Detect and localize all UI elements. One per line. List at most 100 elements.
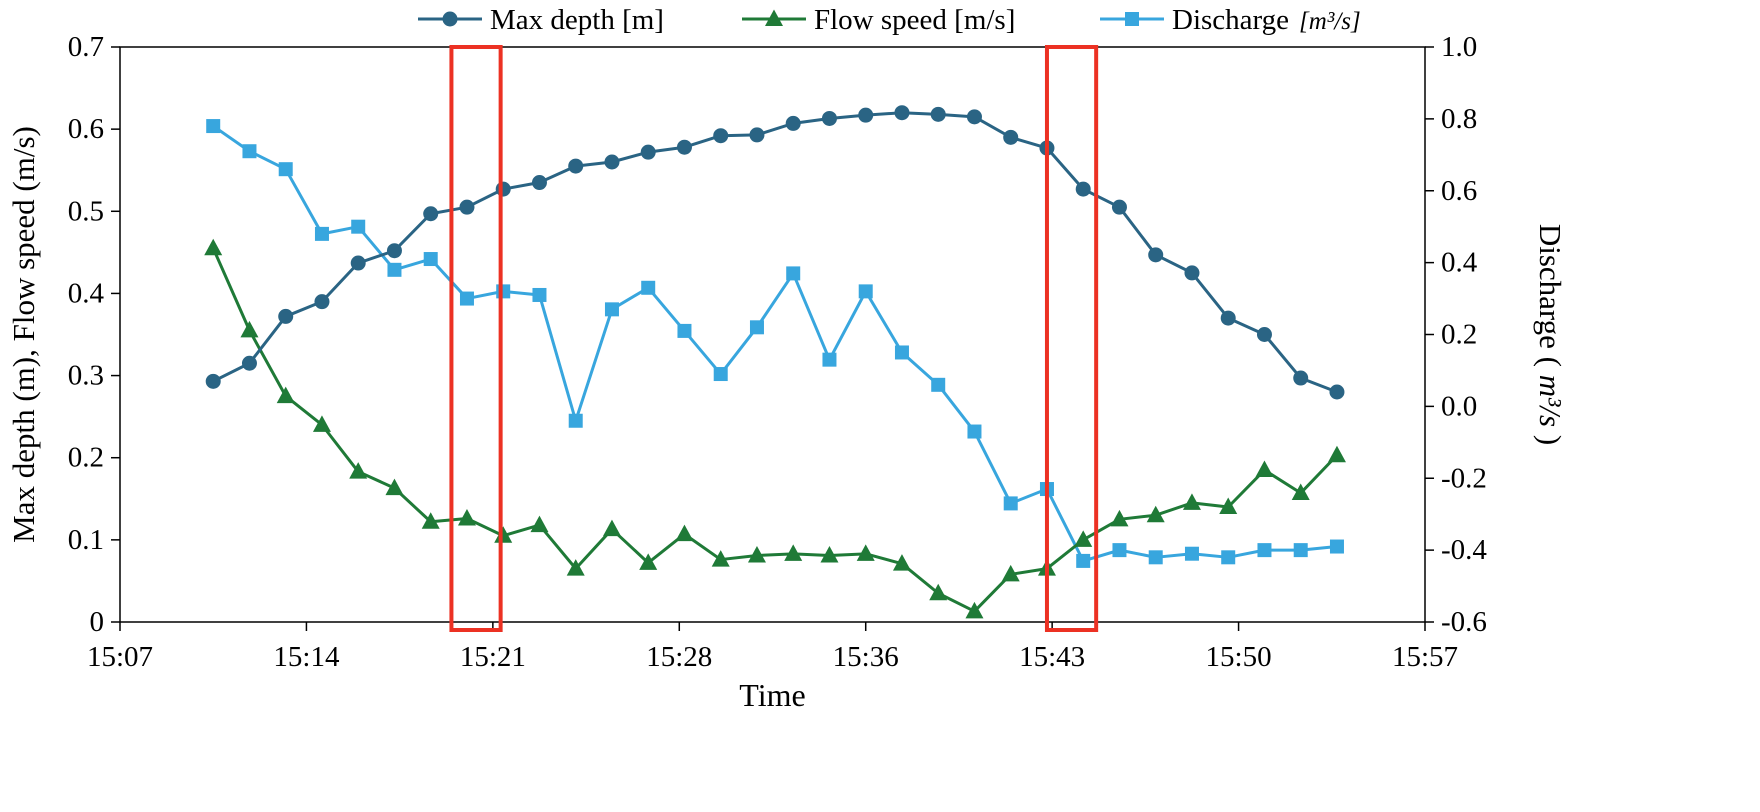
data-point-marker <box>312 415 331 432</box>
data-point-marker <box>568 413 583 428</box>
data-point-marker <box>242 144 257 159</box>
y-left-tick-label: 0.7 <box>68 31 104 63</box>
data-point-marker <box>276 386 295 404</box>
data-point-marker <box>459 199 475 215</box>
y-right-tick-label: -0.2 <box>1441 462 1487 494</box>
y-right-tick-label: -0.6 <box>1441 606 1487 638</box>
data-point-marker <box>421 512 440 529</box>
data-point-marker <box>930 106 946 122</box>
legend-item-triangle: Flow speed [m/s] <box>742 4 1015 36</box>
data-point-marker <box>387 262 402 277</box>
data-point-marker <box>532 287 547 302</box>
data-point-marker <box>1255 460 1274 478</box>
data-point-marker <box>639 553 658 570</box>
data-point-marker <box>1076 553 1091 568</box>
data-point-marker <box>530 515 549 533</box>
data-point-marker <box>1003 496 1018 511</box>
y-left-axis-title: Max depth (m), Flow speed (m/s) <box>6 126 41 543</box>
data-point-marker <box>856 544 875 561</box>
data-point-marker <box>568 158 584 174</box>
y-left-tick-label: 0.2 <box>68 442 104 474</box>
y-right-tick-label: 0.4 <box>1441 247 1478 279</box>
data-point-marker <box>1220 310 1236 326</box>
data-point-marker <box>1327 445 1346 463</box>
data-point-marker <box>892 554 911 571</box>
data-point-marker <box>241 355 257 371</box>
series-max-depth-m <box>205 105 1345 400</box>
legend-label: Flow speed [m/s] <box>814 4 1015 36</box>
data-point-marker <box>713 367 728 382</box>
data-point-marker <box>965 601 984 619</box>
data-point-marker <box>206 119 221 134</box>
series-line <box>212 124 1338 563</box>
legend-item-circle: Max depth [m] <box>418 4 664 36</box>
y-right-axis: 1.0 0.8 0.6 0.4 0.2 0.0 -0.2 -0.4 -0.6 <box>1425 31 1487 638</box>
y-left-tick-label: 0.1 <box>68 524 104 556</box>
highlight-box <box>449 45 503 632</box>
data-point-marker <box>1184 546 1199 561</box>
data-point-marker <box>676 139 692 155</box>
data-point-marker <box>1221 550 1236 565</box>
legend-label: Discharge [m³/s] <box>1172 4 1361 36</box>
data-point-marker <box>1001 564 1020 582</box>
data-point-marker <box>677 323 692 338</box>
data-point-marker <box>1219 497 1238 514</box>
data-point-marker <box>931 377 946 392</box>
data-point-marker <box>1074 530 1093 547</box>
y-left-tick-label: 0.6 <box>68 113 104 145</box>
data-point-marker <box>278 162 293 177</box>
data-point-marker <box>711 550 730 567</box>
x-tick-label: 15:36 <box>833 641 899 673</box>
y-right-tick-label: 0.8 <box>1441 103 1477 135</box>
data-point-marker <box>640 144 656 160</box>
y-left-tick-label: 0.3 <box>68 360 104 392</box>
data-point-marker <box>1148 550 1163 565</box>
x-tick-label: 15:21 <box>460 641 526 673</box>
y-left-tick-label: 0.4 <box>68 277 105 309</box>
data-point-marker <box>786 266 801 281</box>
data-point-marker <box>349 462 368 479</box>
data-point-marker <box>822 352 837 367</box>
data-point-marker <box>1146 505 1165 523</box>
y-right-tick-label: -0.4 <box>1441 534 1487 566</box>
data-point-marker <box>204 238 223 256</box>
data-point-marker <box>747 545 766 563</box>
data-point-marker <box>929 583 948 601</box>
data-point-marker <box>784 544 803 561</box>
data-point-marker <box>1112 543 1127 558</box>
data-point-marker <box>496 284 511 299</box>
data-point-marker <box>966 109 982 125</box>
data-point-marker <box>385 478 404 496</box>
data-point-marker <box>386 243 402 259</box>
legend-item-square: Discharge [m³/s] <box>1100 4 1361 36</box>
data-point-marker <box>1291 483 1310 501</box>
data-point-marker <box>1293 370 1309 386</box>
legend-marker-circle <box>442 11 458 27</box>
y-right-tick-label: 1.0 <box>1441 31 1477 63</box>
legend-label: Max depth [m] <box>490 4 664 36</box>
data-point-marker <box>423 252 438 267</box>
data-point-marker <box>1182 493 1201 510</box>
data-point-marker <box>1148 247 1164 263</box>
data-point-marker <box>350 255 366 271</box>
series-line <box>212 111 1338 394</box>
data-point-marker <box>459 291 474 306</box>
data-point-marker <box>967 424 982 439</box>
data-point-marker <box>749 127 765 143</box>
data-point-marker <box>531 175 547 191</box>
data-point-marker <box>749 320 764 335</box>
data-point-marker <box>314 226 329 241</box>
y-right-axis-title: Discharge ( m³/s ) <box>1533 224 1568 445</box>
y-right-tick-label: 0.6 <box>1441 175 1477 207</box>
data-point-marker <box>1003 129 1019 145</box>
y-left-tick-label: 0.5 <box>68 195 104 227</box>
data-point-marker <box>675 524 694 542</box>
data-point-marker <box>785 115 801 131</box>
data-point-marker <box>821 110 837 126</box>
series-discharge-m-s <box>206 119 1344 568</box>
data-point-marker <box>240 320 259 338</box>
data-point-marker <box>604 154 620 170</box>
data-point-marker <box>1184 265 1200 281</box>
